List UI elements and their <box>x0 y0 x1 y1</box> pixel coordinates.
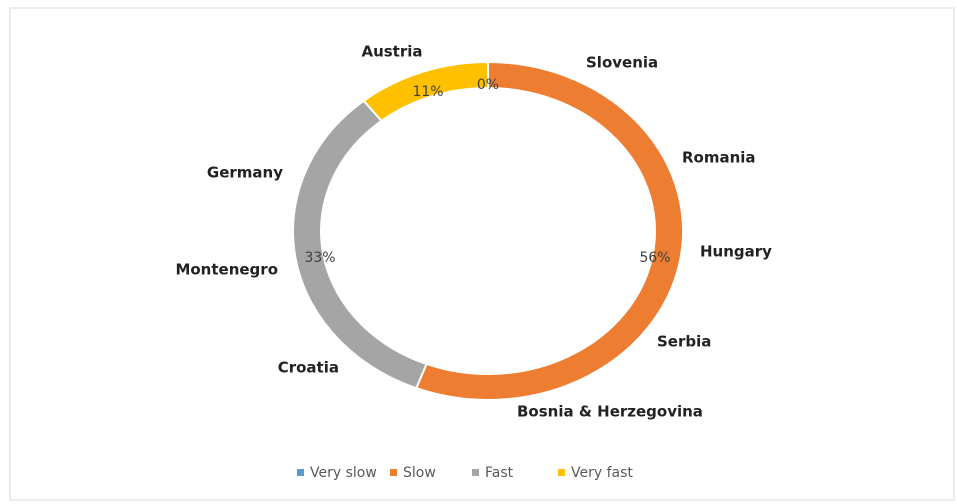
legend-label: Very slow <box>310 465 377 481</box>
data-label: 33% <box>304 250 335 266</box>
legend-swatch <box>558 469 565 476</box>
legend-swatch <box>390 469 397 476</box>
data-label: 11% <box>412 84 443 100</box>
annotation: Hungary <box>700 243 772 261</box>
donut-segment <box>362 60 489 123</box>
legend-swatch <box>297 469 304 476</box>
chart-frame <box>9 7 955 501</box>
data-label: 56% <box>639 250 670 266</box>
legend-label: Very fast <box>571 465 633 481</box>
legend-label: Fast <box>485 465 514 481</box>
legend-swatch <box>472 469 479 476</box>
annotation: Slovenia <box>586 54 658 72</box>
annotation: Montenegro <box>175 261 278 279</box>
annotation: Romania <box>682 149 756 167</box>
legend-label: Slow <box>403 465 436 481</box>
annotation: Germany <box>207 164 283 182</box>
annotation: Bosnia & Herzegovina <box>517 403 703 421</box>
annotation: Croatia <box>278 359 339 377</box>
annotation: Serbia <box>657 333 711 351</box>
annotation: Austria <box>361 43 422 61</box>
data-label: 0% <box>477 77 499 93</box>
